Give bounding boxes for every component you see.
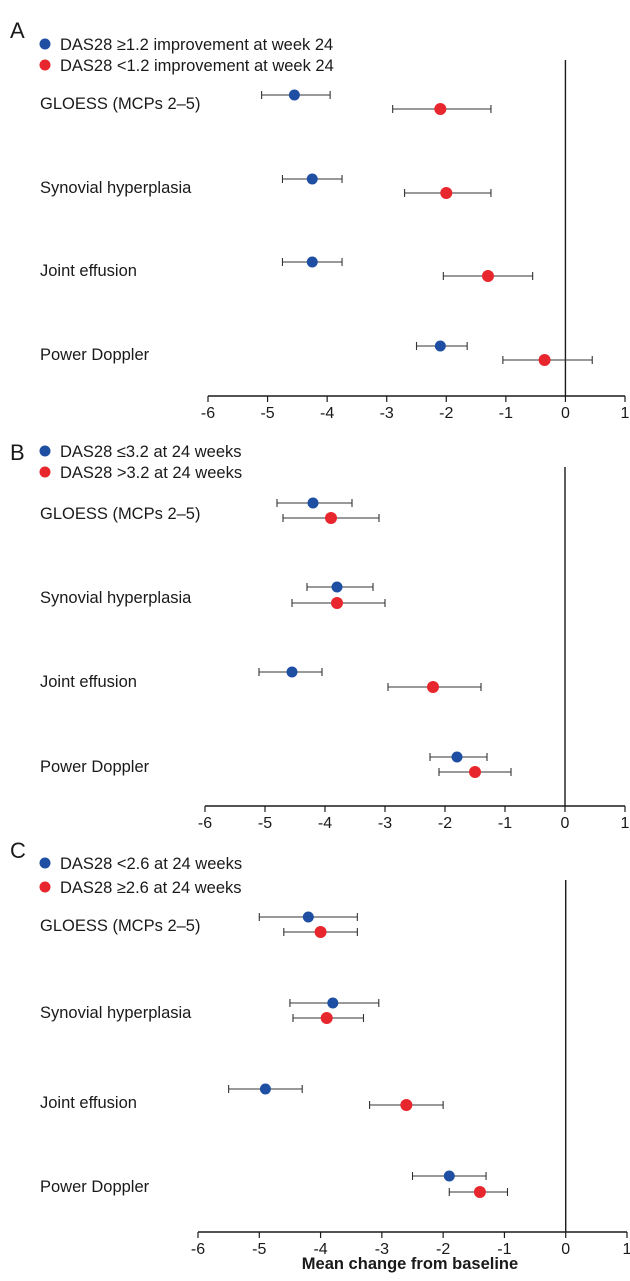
legend-marker-blue [39, 38, 51, 50]
category-label: Power Doppler [40, 346, 150, 364]
category-label: Joint effusion [40, 262, 137, 280]
legend-marker-red [39, 881, 51, 893]
x-tick-label: -2 [436, 1241, 450, 1258]
legend-entry: DAS28 ≤3.2 at 24 weeks [60, 443, 242, 461]
data-point-red [320, 1012, 333, 1024]
category-label: Joint effusion [40, 673, 137, 691]
panel-c: C DAS28 <2.6 at 24 weeks DAS28 ≥2.6 at 24 … [10, 838, 630, 1273]
x-tick-label: -6 [198, 815, 212, 832]
x-tick-label: -1 [498, 815, 512, 832]
category-label: Power Doppler [40, 1178, 150, 1196]
x-tick-label: 0 [561, 815, 570, 832]
data-point-blue [331, 581, 343, 593]
x-axis-title: Mean change from baseline [302, 1255, 518, 1273]
data-point-red [440, 187, 453, 199]
x-tick-label: 1 [621, 815, 630, 832]
category-label: GLOESS (MCPs 2–5) [40, 505, 200, 523]
panel-letter: C [10, 838, 26, 863]
x-tick-label: -1 [499, 405, 513, 422]
legend-marker-blue [39, 857, 51, 869]
x-tick-label: -3 [375, 1241, 389, 1258]
x-tick-label: -3 [378, 815, 392, 832]
data-point-red [434, 103, 447, 115]
data-point-blue [443, 1170, 455, 1182]
legend-entry: DAS28 >3.2 at 24 weeks [60, 464, 242, 482]
data-point-blue [434, 340, 446, 352]
data-point-red [481, 270, 494, 282]
x-tick-label: -5 [260, 405, 274, 422]
x-tick-label: -1 [497, 1241, 511, 1258]
panel-b: B DAS28 ≤3.2 at 24 weeks DAS28 >3.2 at 24 … [10, 440, 630, 832]
x-tick-label: -6 [191, 1241, 205, 1258]
x-tick-label: -5 [252, 1241, 266, 1258]
legend-marker-blue [39, 445, 51, 457]
x-tick-label: -4 [313, 1241, 327, 1258]
x-tick-label: -5 [258, 815, 272, 832]
category-label: GLOESS (MCPs 2–5) [40, 917, 200, 935]
legend-entry: DAS28 ≥2.6 at 24 weeks [60, 879, 242, 897]
data-point-red [331, 597, 343, 609]
x-tick-label: -4 [320, 405, 334, 422]
x-tick-label: 1 [621, 405, 630, 422]
category-label: Power Doppler [40, 758, 150, 776]
legend-marker-red [39, 59, 51, 71]
data-point-red [469, 766, 481, 778]
data-point-blue [307, 497, 319, 509]
x-tick-label: -6 [201, 405, 215, 422]
x-tick-label: 1 [623, 1241, 630, 1258]
x-tick-label: 0 [561, 405, 570, 422]
x-tick-label: -2 [439, 405, 453, 422]
data-point-blue [451, 751, 463, 763]
legend-entry: DAS28 <2.6 at 24 weeks [60, 855, 242, 873]
data-point-blue [302, 911, 314, 923]
data-point-blue [286, 666, 298, 678]
legend-entry: DAS28 ≥1.2 improvement at week 24 [60, 36, 333, 54]
x-tick-label: -4 [318, 815, 332, 832]
x-tick-label: -2 [438, 815, 452, 832]
data-point-blue [306, 256, 318, 268]
data-point-red [314, 926, 327, 938]
panel-letter: B [10, 440, 25, 465]
x-tick-label: -3 [380, 405, 394, 422]
data-point-blue [259, 1083, 271, 1095]
category-label: Synovial hyperplasia [40, 179, 192, 197]
data-point-blue [288, 89, 300, 101]
legend-marker-red [39, 466, 51, 478]
data-point-red [325, 512, 337, 524]
data-point-blue [306, 173, 318, 185]
x-tick-label: 0 [561, 1241, 570, 1258]
legend-entry: DAS28 <1.2 improvement at week 24 [60, 57, 334, 75]
category-label: Synovial hyperplasia [40, 589, 192, 607]
data-point-red [538, 354, 551, 366]
panel-letter: A [10, 18, 25, 43]
data-point-red [400, 1099, 413, 1111]
category-label: Joint effusion [40, 1094, 137, 1112]
category-label: Synovial hyperplasia [40, 1004, 192, 1022]
data-point-red [473, 1186, 486, 1198]
panel-a: A DAS28 ≥1.2 improvement at week 24 DAS28 … [10, 18, 630, 422]
data-point-blue [327, 997, 339, 1009]
category-label: GLOESS (MCPs 2–5) [40, 95, 200, 113]
data-point-red [427, 681, 439, 693]
